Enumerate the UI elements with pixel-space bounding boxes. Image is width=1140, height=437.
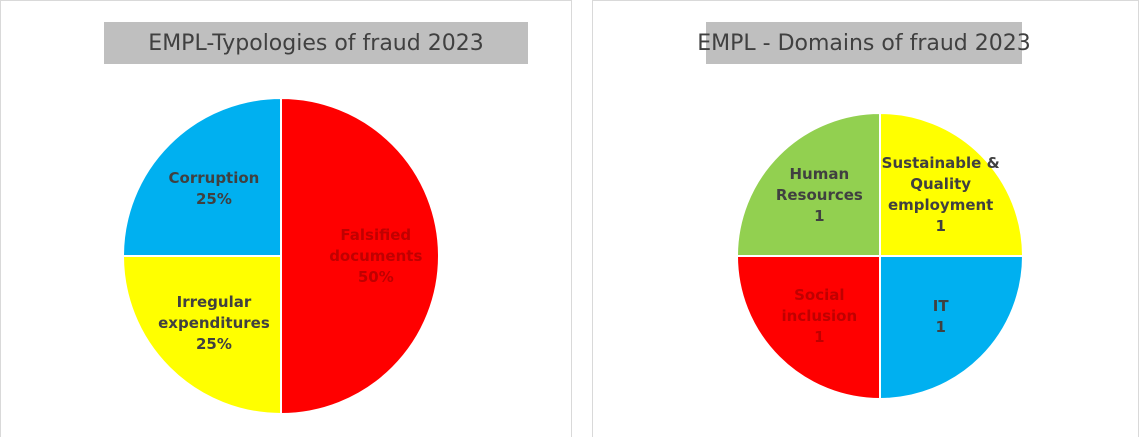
value-label: 25% xyxy=(196,334,232,353)
category-label: Social inclusion xyxy=(781,286,858,326)
value-label: 1 xyxy=(814,206,825,225)
pie-slice xyxy=(735,255,881,401)
slice-label: Sustainable & Quality employment 1 xyxy=(876,145,1006,245)
title-box xyxy=(104,22,528,64)
slice-label: Corruption 25% xyxy=(149,139,279,239)
pie-slice xyxy=(735,111,881,257)
label-wrap: Corruption 25% xyxy=(149,139,279,239)
category-label: Sustainable & Quality employment xyxy=(881,154,1000,215)
chart-title: EMPL-Typologies of fraud 2023 xyxy=(148,31,483,56)
pie-slice xyxy=(121,96,282,257)
value-label: 50% xyxy=(357,267,394,286)
slice-label: Falsified documents 50% xyxy=(311,206,441,306)
pie-slice xyxy=(280,96,440,416)
label-wrap: Falsified documents 50% xyxy=(311,206,441,306)
slice-label: IT 1 xyxy=(876,267,1006,367)
value-label: 1 xyxy=(935,317,946,336)
pie-slice xyxy=(121,255,282,416)
value-label: 1 xyxy=(814,328,825,347)
label-wrap: Social inclusion 1 xyxy=(754,267,884,367)
title-box xyxy=(706,22,1022,64)
pie-slice xyxy=(879,111,1025,257)
label-wrap: Irregular expenditures 25% xyxy=(149,273,279,373)
label-wrap: IT 1 xyxy=(876,267,1006,367)
label-wrap: Sustainable & Quality employment 1 xyxy=(876,145,1006,245)
category-label: Corruption xyxy=(168,168,260,187)
slice-label: Social inclusion 1 xyxy=(754,267,884,367)
category-label: IT xyxy=(932,296,949,315)
value-label: 1 xyxy=(935,217,946,236)
slice-label: Irregular expenditures 25% xyxy=(149,273,279,373)
category-label: Irregular expenditures xyxy=(158,292,270,332)
category-label: Falsified documents xyxy=(329,225,423,265)
value-label: 25% xyxy=(196,189,232,208)
label-wrap: Human Resources 1 xyxy=(754,145,884,245)
chart-title: EMPL - Domains of fraud 2023 xyxy=(697,31,1031,56)
pie-slice xyxy=(879,255,1025,401)
slice-label: Human Resources 1 xyxy=(754,145,884,245)
category-label: Human Resources xyxy=(775,164,863,204)
